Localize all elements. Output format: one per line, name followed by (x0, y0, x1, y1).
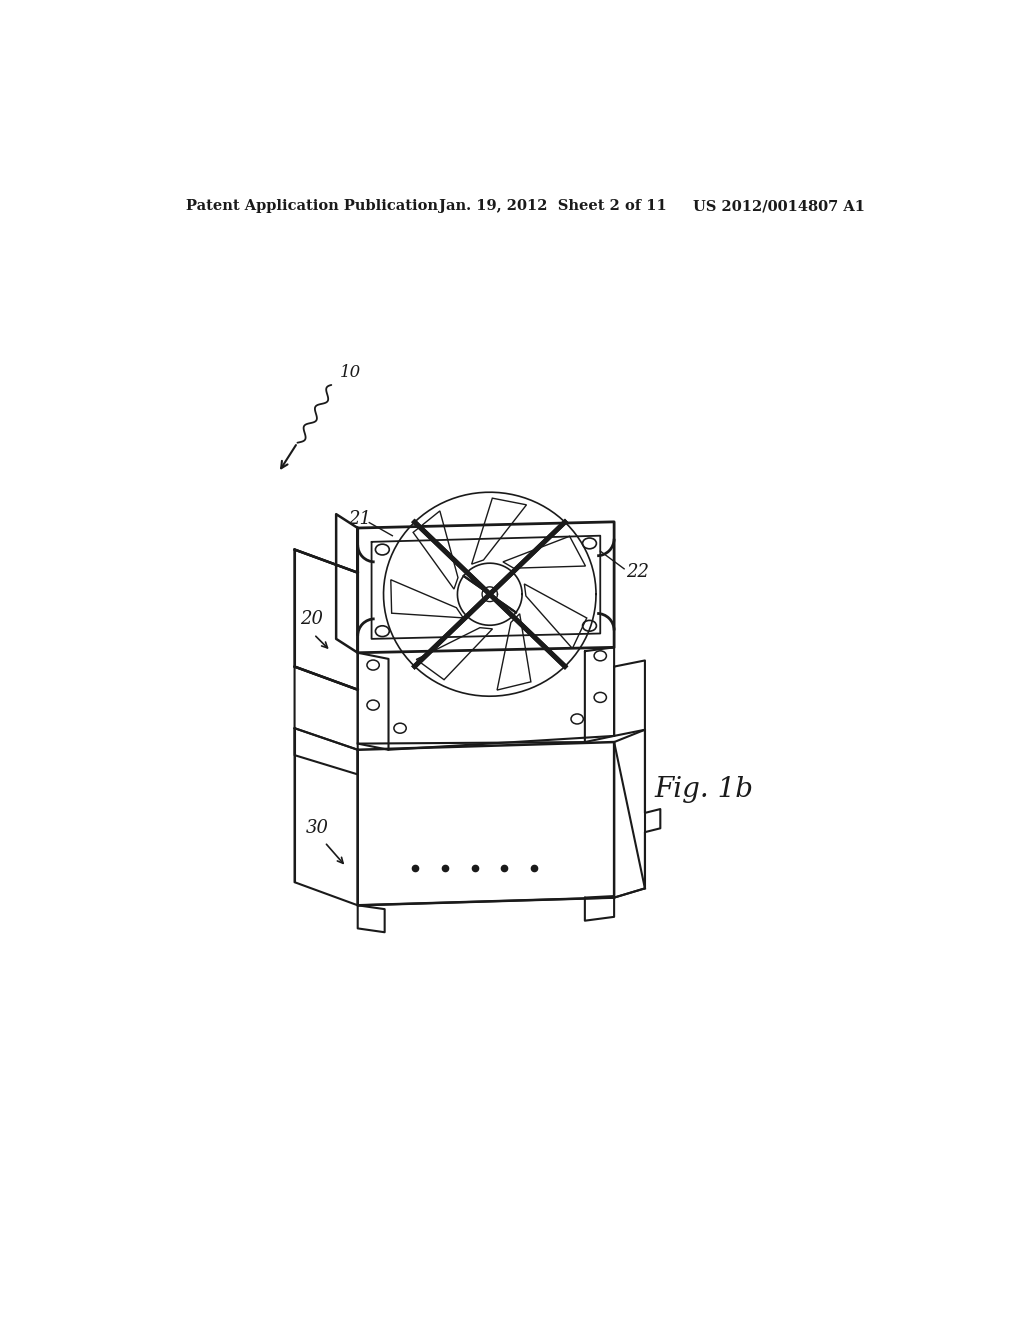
Text: 21: 21 (348, 510, 371, 528)
Text: Patent Application Publication: Patent Application Publication (186, 199, 438, 213)
Text: 20: 20 (300, 610, 323, 628)
Text: Fig. 1b: Fig. 1b (654, 776, 754, 804)
Text: 10: 10 (340, 364, 361, 381)
Text: US 2012/0014807 A1: US 2012/0014807 A1 (692, 199, 864, 213)
Text: 22: 22 (626, 562, 648, 581)
Text: Jan. 19, 2012  Sheet 2 of 11: Jan. 19, 2012 Sheet 2 of 11 (438, 199, 667, 213)
Text: 30: 30 (306, 820, 329, 837)
